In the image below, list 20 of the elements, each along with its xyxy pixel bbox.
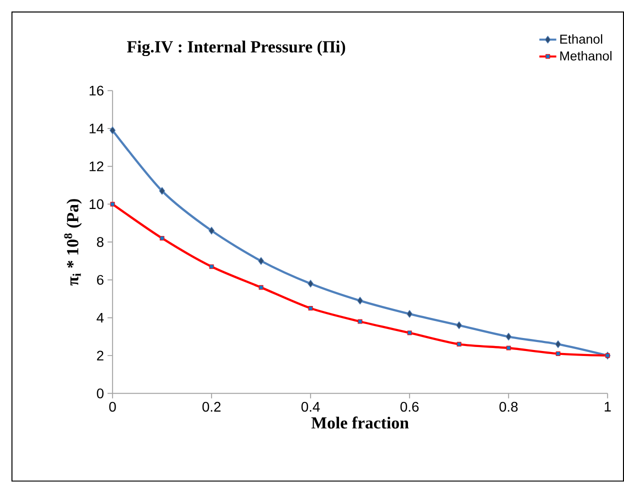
y-tick-label: 16 <box>90 86 104 96</box>
y-tick-label: 6 <box>97 275 104 286</box>
legend-label: Methanol <box>560 51 612 61</box>
y-tick-label: 8 <box>96 237 104 248</box>
x-tick-label: 0.8 <box>499 402 518 412</box>
x-tick-label: 1 <box>604 402 611 412</box>
y-tick-label: 0 <box>96 388 104 399</box>
y-tick-label: 14 <box>90 124 104 134</box>
y-tick-label: 12 <box>90 162 104 172</box>
x-tick-label: 0.6 <box>400 402 419 412</box>
legend-label: Ethanol <box>560 34 602 44</box>
y-axis-title: π$_{i}$ * 10$^{8}$ (Pa) <box>64 199 82 286</box>
x-tick-label: 0 <box>109 402 116 412</box>
x-axis-title: Mole fraction <box>311 416 409 429</box>
x-tick-label: 0.2 <box>202 402 221 412</box>
chart-title: Fig.IV : Internal Pressure (Πi) <box>127 40 346 56</box>
y-tick-label: 4 <box>96 313 104 323</box>
x-tick-label: 0.4 <box>301 402 320 412</box>
y-tick-label: 10 <box>90 199 104 210</box>
y-tick-label: 2 <box>97 350 104 361</box>
